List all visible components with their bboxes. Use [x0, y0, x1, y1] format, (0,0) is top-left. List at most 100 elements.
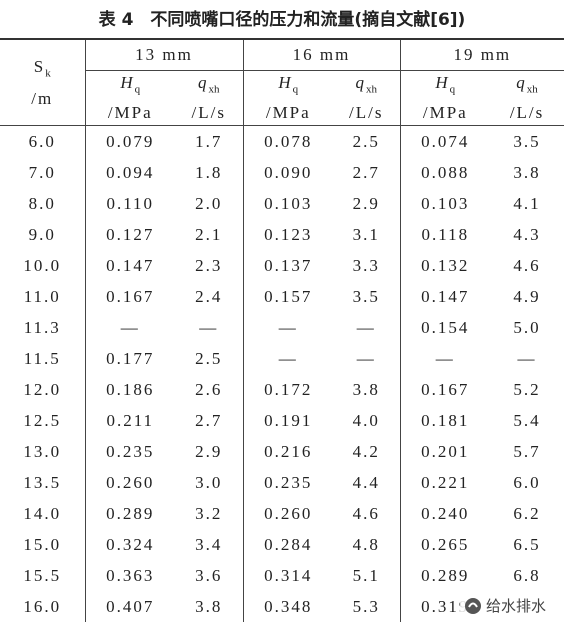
- unit: /MPa: [107, 103, 153, 123]
- table-cell: 4.0: [352, 410, 380, 430]
- table-cell: 0.103: [399, 188, 491, 220]
- table-cell: 6.0: [28, 131, 56, 151]
- table-cell: 2.7: [195, 410, 223, 430]
- table-cell: 4.1: [513, 193, 541, 213]
- column-header: Hq/MPa: [399, 70, 491, 127]
- watermark-icon: [464, 597, 481, 614]
- table-cell: 0.118: [399, 219, 491, 251]
- table-row: 10.0 0.147 2.3 0.137 3.3 0.132 4.6: [0, 250, 564, 282]
- table-cell: 2.6: [195, 379, 223, 399]
- table-cell: 3.5: [352, 286, 380, 306]
- table-cell: 0.191: [242, 405, 334, 437]
- table-cell: 12.0: [23, 379, 62, 399]
- table-cell: 0.078: [242, 125, 334, 158]
- table-cell: 2.0: [195, 193, 223, 213]
- table-cell: 0.260: [242, 498, 334, 530]
- unit: /m: [31, 88, 54, 108]
- table-cell: 15.5: [23, 565, 62, 585]
- table-cell: 5.7: [513, 441, 541, 461]
- table-cell: 4.3: [513, 224, 541, 244]
- table-cell: 0.314: [242, 560, 334, 592]
- table-cell: 0.172: [242, 374, 334, 406]
- group-header: 19 mm: [399, 39, 564, 71]
- table-cell: 16.0: [23, 596, 62, 616]
- table-row: 11.3 — — — — 0.154 5.0: [0, 312, 564, 344]
- table-cell: 13.5: [23, 472, 62, 492]
- symbol: H: [278, 73, 293, 92]
- table-row: 8.0 0.110 2.0 0.103 2.9 0.103 4.1: [0, 188, 564, 220]
- table-cell: 2.4: [195, 286, 223, 306]
- data-table: Sk/m 13 mm 16 mm 19 mm Hq/MPa qxh/L/s Hq/MPa qx…: [0, 38, 564, 623]
- subscript: xh: [366, 83, 378, 96]
- table-cell: 5.1: [352, 565, 380, 585]
- table-cell: 2.7: [352, 162, 380, 182]
- table-cell: 2.5: [195, 348, 223, 368]
- table-cell: 0.289: [84, 498, 175, 530]
- group-header: 13 mm: [84, 39, 244, 71]
- table-cell: 0.201: [399, 436, 491, 468]
- table-cell: 0.211: [84, 405, 175, 437]
- unit: /MPa: [422, 103, 468, 123]
- table-cell: 11.3: [23, 317, 61, 337]
- table-cell: 5.3: [352, 596, 380, 616]
- table-cell: 1.7: [195, 131, 223, 151]
- table-row: 15.0 0.324 3.4 0.284 4.8 0.265 6.5: [0, 529, 564, 561]
- table-cell: 0.407: [84, 591, 175, 623]
- table-cell: 8.0: [28, 193, 56, 213]
- table-cell: 3.8: [352, 379, 380, 399]
- table-row: 11.0 0.167 2.4 0.157 3.5 0.147 4.9: [0, 281, 564, 313]
- table-row: 7.0 0.094 1.8 0.090 2.7 0.088 3.8: [0, 157, 564, 189]
- table-cell: 14.0: [23, 503, 62, 523]
- table-cell: 0.147: [399, 281, 491, 313]
- table-row: 12.0 0.186 2.6 0.172 3.8 0.167 5.2: [0, 374, 564, 406]
- table-title: 表 4 不同喷嘴口径的压力和流量(摘自文献[6]): [98, 10, 466, 30]
- table-cell: —: [356, 317, 376, 337]
- unit: /L/s: [191, 103, 226, 123]
- table-cell: 3.6: [195, 565, 223, 585]
- table-cell: 4.4: [352, 472, 380, 492]
- table-cell: 0.260: [84, 467, 175, 499]
- table-cell: 0.221: [399, 467, 491, 499]
- table-cell: 6.2: [513, 503, 541, 523]
- table-cell: 3.8: [513, 162, 541, 182]
- table-cell: —: [242, 343, 334, 375]
- group-header: 16 mm: [242, 39, 401, 71]
- table-cell: 12.5: [23, 410, 62, 430]
- table-cell: —: [199, 317, 219, 337]
- table-cell: 0.147: [84, 250, 175, 282]
- row-header: Sk/m: [0, 39, 85, 127]
- subscript: q: [449, 83, 456, 96]
- table-cell: 4.6: [513, 255, 541, 275]
- symbol: H: [435, 73, 450, 92]
- table-cell: 0.235: [242, 467, 334, 499]
- table-cell: —: [356, 348, 376, 368]
- table-cell: 0.154: [399, 312, 491, 344]
- column-header: qxh/L/s: [490, 70, 564, 127]
- table-row: 14.0 0.289 3.2 0.260 4.6 0.240 6.2: [0, 498, 564, 530]
- table-cell: 1.8: [195, 162, 223, 182]
- subscript: xh: [526, 83, 538, 96]
- table-row: 6.0 0.079 1.7 0.078 2.5 0.074 3.5: [0, 125, 564, 158]
- symbol: S: [33, 56, 46, 76]
- table-cell: 0.235: [84, 436, 175, 468]
- table-cell: 0.289: [399, 560, 491, 592]
- table-cell: 13.0: [23, 441, 62, 461]
- table-cell: 2.3: [195, 255, 223, 275]
- subscript: q: [292, 83, 299, 96]
- table-cell: 5.2: [513, 379, 541, 399]
- table-cell: 2.9: [352, 193, 380, 213]
- table-cell: 0.110: [84, 188, 175, 220]
- table-cell: 11.0: [23, 286, 61, 306]
- table-row: 13.0 0.235 2.9 0.216 4.2 0.201 5.7: [0, 436, 564, 468]
- table-cell: 0.088: [399, 157, 491, 189]
- unit: /L/s: [509, 103, 545, 123]
- table-cell: 9.0: [28, 224, 56, 244]
- table-cell: —: [84, 312, 175, 344]
- table-cell: 6.8: [513, 565, 541, 585]
- table-cell: 0.090: [242, 157, 334, 189]
- table-cell: 0.181: [399, 405, 491, 437]
- table-cell: 7.0: [28, 162, 56, 182]
- table-cell: 0.167: [399, 374, 491, 406]
- table-cell: 0.132: [399, 250, 491, 282]
